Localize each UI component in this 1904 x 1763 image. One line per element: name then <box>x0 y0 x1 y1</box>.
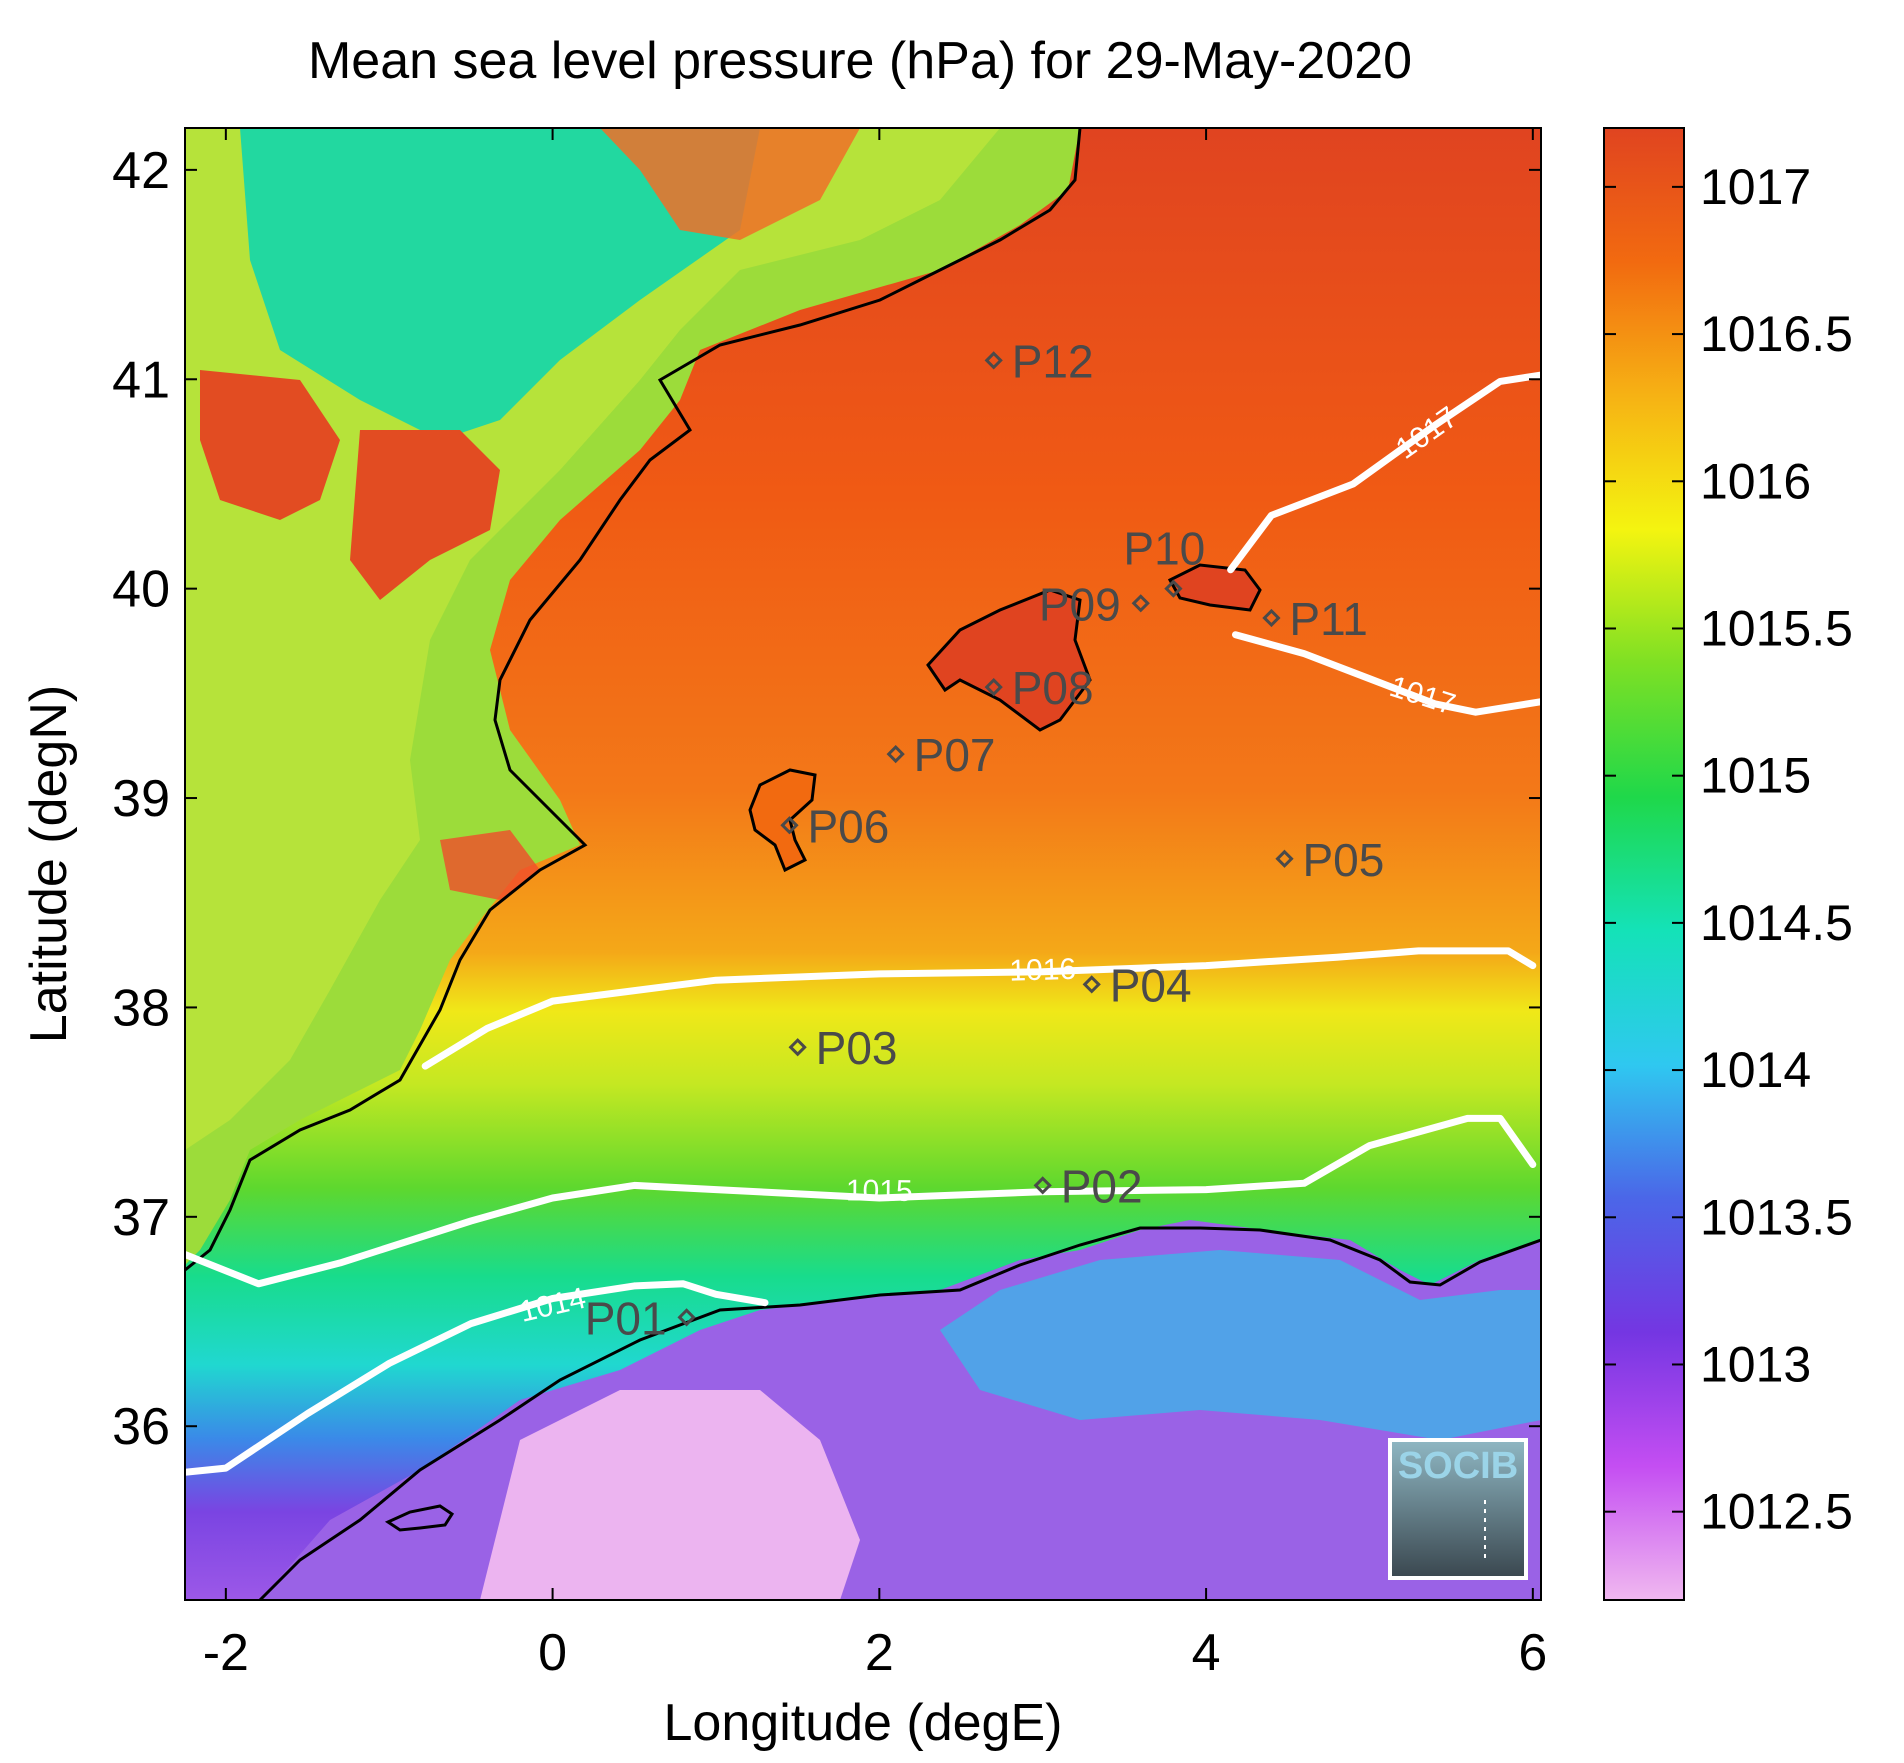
station-marker <box>984 351 1003 370</box>
colorbar-tick-label: 1015 <box>1700 748 1811 804</box>
station-marker <box>1033 1176 1052 1195</box>
station-label: P10 <box>1123 523 1205 575</box>
y-axis-ticks: 36 37 38 39 40 41 42 <box>112 142 1541 1456</box>
y-tick-label: 38 <box>112 979 170 1037</box>
x-tick-label: 6 <box>1518 1624 1547 1682</box>
highland-red-3 <box>600 128 860 240</box>
isobar-line-1017 <box>1227 371 1541 574</box>
isobar-line-1014 <box>185 1280 769 1476</box>
y-tick-label: 36 <box>112 1398 170 1456</box>
highland-red-2 <box>350 430 500 600</box>
island-ibiza <box>750 770 815 870</box>
x-tick-label: 2 <box>865 1624 894 1682</box>
station-marker <box>1164 579 1183 598</box>
station-label: P08 <box>1012 662 1094 714</box>
highland-red-1 <box>200 370 340 520</box>
colorbar-tick-label: 1016.5 <box>1700 306 1853 362</box>
station-label: P03 <box>816 1022 898 1074</box>
y-tick-label: 41 <box>112 351 170 409</box>
coastline-menorca <box>1167 563 1262 612</box>
socib-logo-text: SOCIB <box>1398 1445 1518 1487</box>
station-marker <box>1131 594 1150 613</box>
station-marker <box>1275 849 1294 868</box>
station-marker <box>886 744 905 764</box>
y-tick-label: 42 <box>112 142 170 200</box>
isobar-line-1016 <box>421 947 1537 1070</box>
station-label: P01 <box>585 1292 667 1344</box>
isobar-label-1016: 1016 <box>1009 953 1077 988</box>
coastline-north-africa <box>258 1226 1541 1600</box>
isobar-line-1015 <box>185 1114 1537 1288</box>
station-marker <box>677 1308 696 1327</box>
colorbar-tick-label: 1014 <box>1700 1042 1811 1098</box>
isobar-line-1017 <box>1232 631 1541 716</box>
colorbar-gradient <box>1603 127 1685 1601</box>
coastline-ibiza <box>748 768 817 873</box>
north-africa-pink-low <box>480 1390 860 1600</box>
station-label: P09 <box>1039 578 1121 630</box>
colorbar: 1012.5 1013 1013.5 1014 1014.5 1015 1015.5 1016… <box>1603 127 1853 1601</box>
socib-logo: SOCIB <box>1388 1438 1528 1580</box>
colorbar-tick-label: 1016 <box>1700 453 1811 509</box>
isobar-label-1015: 1015 <box>846 1174 913 1207</box>
isobar-label-text: 1016 <box>1009 953 1077 988</box>
colorbar-tick-label: 1015.5 <box>1700 600 1853 656</box>
station-marker <box>1262 608 1281 628</box>
highland-teal <box>240 128 760 440</box>
x-axis-ticks: -2 0 2 4 6 <box>203 128 1547 1682</box>
station-label: P05 <box>1303 834 1385 886</box>
colorbar-ticks: 1012.5 1013 1013.5 1014 1014.5 1015 1015.5 1016… <box>1604 159 1853 1540</box>
station-marker <box>1082 975 1101 994</box>
y-axis-label: Latitude (degN) <box>20 685 78 1043</box>
colorbar-tick-label: 1013.5 <box>1700 1189 1853 1245</box>
coastline-alboran-island <box>384 1504 455 1532</box>
station-label: P06 <box>807 800 889 852</box>
plot-frame <box>184 127 1542 1601</box>
island-mallorca <box>928 590 1090 730</box>
highland-red-4 <box>440 830 540 900</box>
station-label: P04 <box>1110 959 1192 1011</box>
station-marker <box>788 1038 807 1057</box>
colorbar-tick-label: 1017 <box>1700 159 1811 215</box>
colorbar-tick-label: 1014.5 <box>1700 895 1853 951</box>
y-tick-label: 37 <box>112 1189 170 1247</box>
coastline-iberia <box>185 128 1082 1272</box>
colorbar-tick-label: 1013 <box>1700 1336 1811 1392</box>
y-tick-label: 39 <box>112 770 170 828</box>
y-tick-label: 40 <box>112 561 170 619</box>
island-menorca <box>1170 565 1260 610</box>
x-axis-label: Longitude (degE) <box>664 1694 1063 1752</box>
coastlines <box>185 128 1541 1600</box>
station-label: P11 <box>1289 593 1367 645</box>
station-marker <box>984 677 1003 697</box>
station-label: P07 <box>914 729 996 781</box>
north-africa-cyan-band <box>940 1250 1541 1440</box>
chart-title: Mean sea level pressure (hPa) for 29-May… <box>308 32 1412 90</box>
x-tick-label: 4 <box>1192 1624 1221 1682</box>
colorbar-tick-label: 1012.5 <box>1700 1484 1853 1540</box>
station-label: P02 <box>1061 1160 1143 1212</box>
station-label: P12 <box>1012 335 1094 387</box>
coastline-mallorca <box>926 588 1092 732</box>
x-tick-label: -2 <box>203 1624 249 1682</box>
station-marker <box>780 816 799 835</box>
x-tick-label: 0 <box>538 1624 567 1682</box>
isobar-label-text: 1015 <box>846 1174 913 1207</box>
